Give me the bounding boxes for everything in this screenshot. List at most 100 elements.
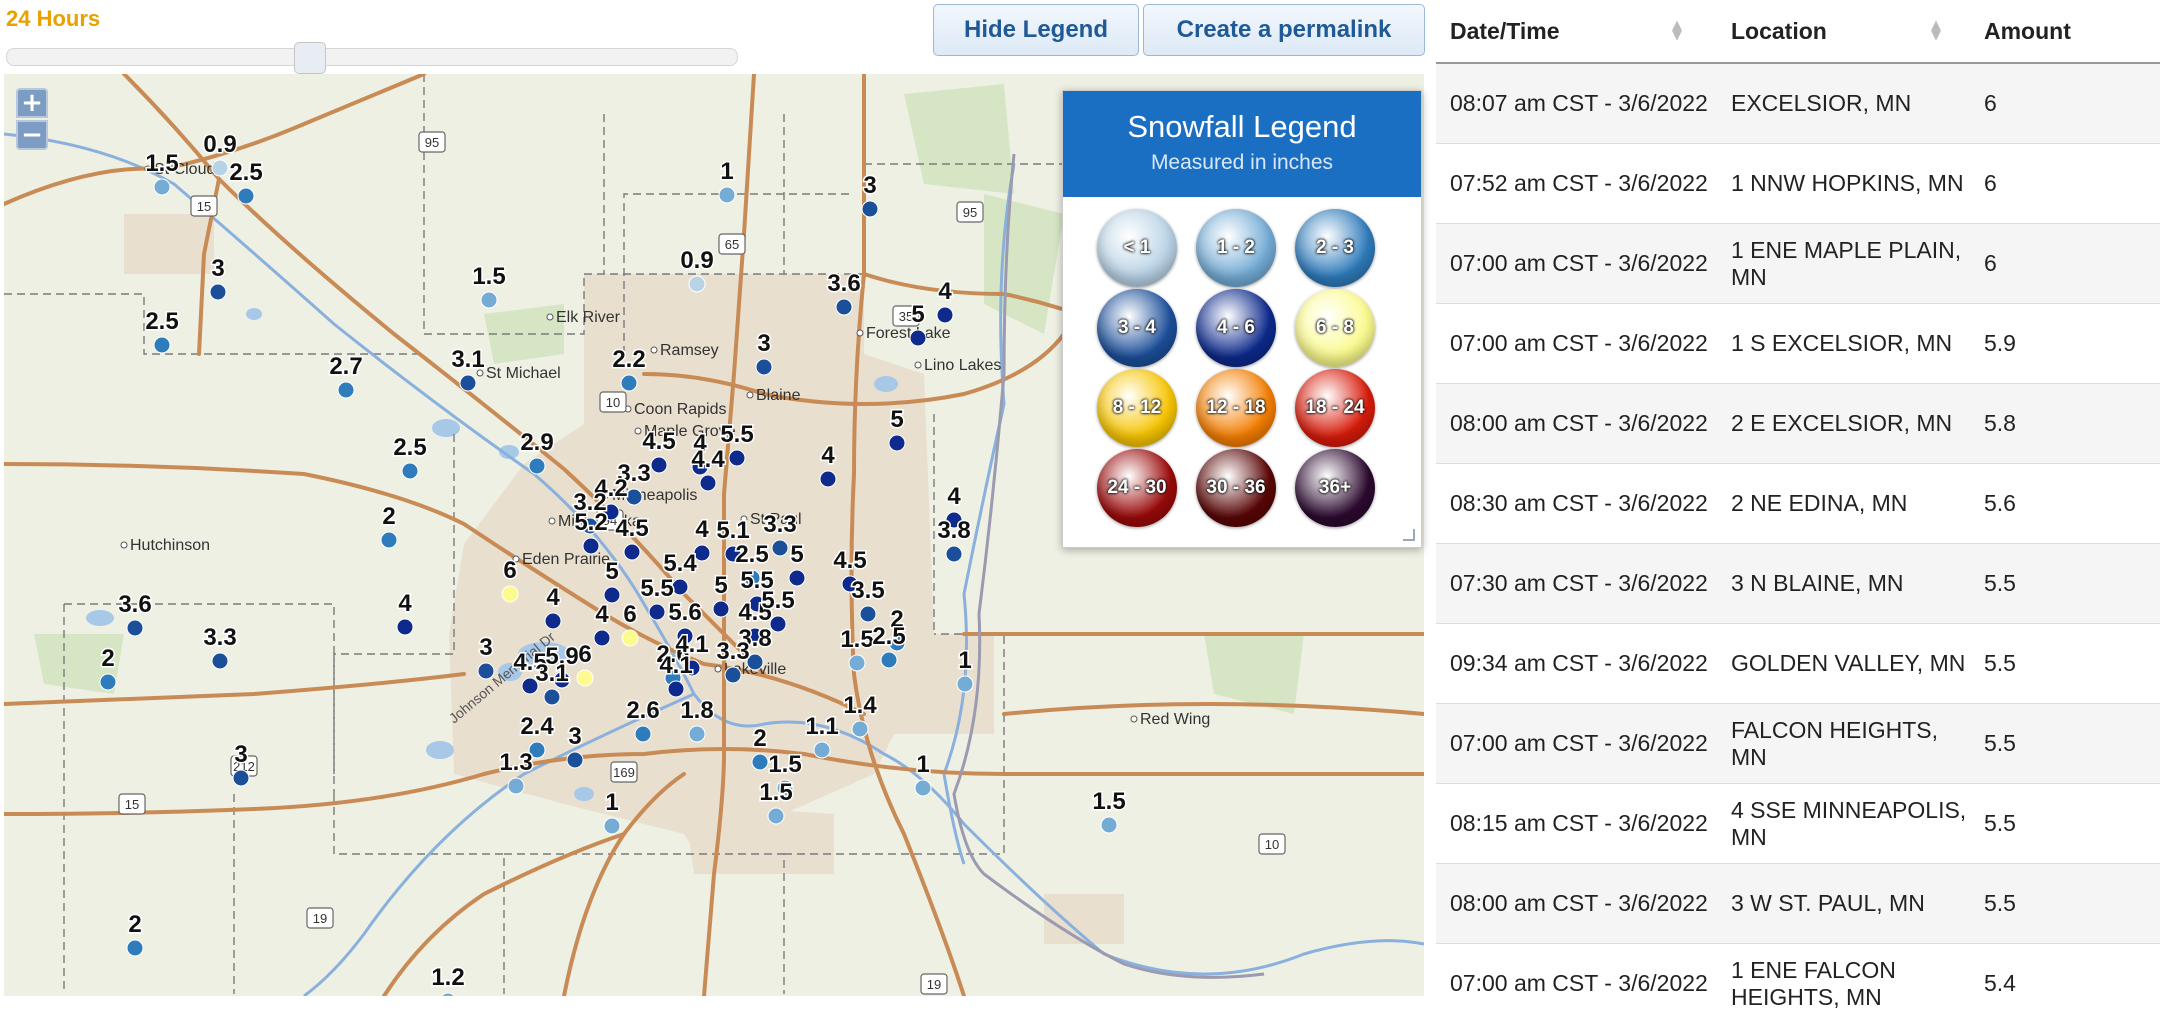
snowfall-report-marker[interactable] xyxy=(649,604,665,620)
snowfall-report-marker[interactable] xyxy=(508,778,524,794)
snowfall-report-marker[interactable] xyxy=(725,667,741,683)
snowfall-report-marker[interactable] xyxy=(233,770,249,786)
snowfall-report-marker[interactable] xyxy=(635,726,651,742)
snowfall-report-marker[interactable] xyxy=(594,630,610,646)
snowfall-report-marker[interactable] xyxy=(127,620,143,636)
zoom-out-button[interactable]: − xyxy=(16,120,48,150)
snowfall-report-marker[interactable] xyxy=(154,337,170,353)
snowfall-report-value: 5.5 xyxy=(640,575,673,602)
snowfall-report-marker[interactable] xyxy=(881,652,897,668)
snowfall-report-marker[interactable] xyxy=(814,742,830,758)
snowfall-report-marker[interactable] xyxy=(545,613,561,629)
snowfall-report-marker[interactable] xyxy=(478,663,494,679)
highway-shield: 15 xyxy=(191,196,217,216)
snowfall-report-marker[interactable] xyxy=(729,450,745,466)
snowfall-report-marker[interactable] xyxy=(889,435,905,451)
slider-handle[interactable] xyxy=(294,42,326,74)
snowfall-report-marker[interactable] xyxy=(937,307,953,323)
row-amount: 6 xyxy=(1972,63,2160,144)
snowfall-report-marker[interactable] xyxy=(127,940,143,956)
highway-shield-label: 19 xyxy=(313,911,327,926)
snowfall-report-marker[interactable] xyxy=(583,538,599,554)
snowfall-report-marker[interactable] xyxy=(770,616,786,632)
snowfall-report-marker[interactable] xyxy=(212,160,228,176)
highway-shield: 95 xyxy=(957,202,983,222)
snowfall-report-marker[interactable] xyxy=(212,653,228,669)
legend-class: 18 - 24 xyxy=(1295,369,1375,447)
snowfall-report-marker[interactable] xyxy=(567,752,583,768)
snowfall-report-marker[interactable] xyxy=(915,780,931,796)
snowfall-report-marker[interactable] xyxy=(860,606,876,622)
snowfall-report-marker[interactable] xyxy=(836,299,852,315)
row-amount: 5.5 xyxy=(1972,864,2160,944)
snowfall-report-marker[interactable] xyxy=(672,579,688,595)
snowfall-report-marker[interactable] xyxy=(238,188,254,204)
snowfall-report-marker[interactable] xyxy=(862,201,878,217)
snowfall-report-marker[interactable] xyxy=(481,292,497,308)
highway-shield: 10 xyxy=(1259,834,1285,854)
snowfall-report-marker[interactable] xyxy=(154,179,170,195)
snowfall-report-marker[interactable] xyxy=(621,375,637,391)
snowfall-report-value: 2.5 xyxy=(735,541,768,568)
header-datetime[interactable]: Date/Time▲▼ xyxy=(1436,0,1719,63)
snowfall-report-value: 2 xyxy=(753,725,766,752)
header-amount[interactable]: Amount▼ xyxy=(1972,0,2160,63)
snowfall-report-marker[interactable] xyxy=(529,458,545,474)
snowfall-report-marker[interactable] xyxy=(668,681,684,697)
row-amount: 5.5 xyxy=(1972,544,2160,624)
snowfall-report-marker[interactable] xyxy=(502,586,518,602)
snowfall-report-marker[interactable] xyxy=(397,619,413,635)
snowfall-report-marker[interactable] xyxy=(651,457,667,473)
hide-legend-button[interactable]: Hide Legend xyxy=(933,4,1139,56)
snowfall-report-marker[interactable] xyxy=(820,471,836,487)
snowfall-report-marker[interactable] xyxy=(577,670,593,686)
snowfall-report-marker[interactable] xyxy=(100,674,116,690)
time-slider[interactable] xyxy=(6,48,738,66)
snowfall-report-marker[interactable] xyxy=(544,689,560,705)
snowfall-report-marker[interactable] xyxy=(1101,817,1117,833)
snowfall-report-marker[interactable] xyxy=(752,754,768,770)
row-location: 2 E EXCELSIOR, MN xyxy=(1719,384,1972,464)
snowfall-report-marker[interactable] xyxy=(713,601,729,617)
snowfall-report-marker[interactable] xyxy=(849,655,865,671)
snowfall-report-marker[interactable] xyxy=(381,532,397,548)
snowfall-report-marker[interactable] xyxy=(626,489,642,505)
snowfall-report-marker[interactable] xyxy=(210,284,226,300)
snowfall-report-marker[interactable] xyxy=(604,818,620,834)
snowfall-report-marker[interactable] xyxy=(772,540,788,556)
table-header-row: Date/Time▲▼ Location▲▼ Amount▼ xyxy=(1436,0,2160,63)
snowfall-report-marker[interactable] xyxy=(689,726,705,742)
resize-handle-icon[interactable] xyxy=(1403,529,1415,541)
snowfall-report-marker[interactable] xyxy=(756,359,772,375)
header-location[interactable]: Location▲▼ xyxy=(1719,0,1972,63)
legend-class: 24 - 30 xyxy=(1097,449,1177,527)
snowfall-report-marker[interactable] xyxy=(768,808,784,824)
snowfall-report-marker[interactable] xyxy=(700,475,716,491)
snowfall-report-marker[interactable] xyxy=(624,544,640,560)
snowfall-report-marker[interactable] xyxy=(946,546,962,562)
snowfall-report-marker[interactable] xyxy=(852,721,868,737)
snowfall-report-marker[interactable] xyxy=(622,630,638,646)
snowfall-report-marker[interactable] xyxy=(460,375,476,391)
create-permalink-button[interactable]: Create a permalink xyxy=(1143,4,1425,56)
snowfall-report-marker[interactable] xyxy=(910,330,926,346)
snowfall-report-marker[interactable] xyxy=(957,676,973,692)
snowfall-report-marker[interactable] xyxy=(689,276,705,292)
snowfall-report-marker[interactable] xyxy=(402,463,418,479)
zoom-in-button[interactable]: + xyxy=(16,88,48,118)
snowfall-report-marker[interactable] xyxy=(719,187,735,203)
snowfall-report-marker[interactable] xyxy=(789,570,805,586)
snowfall-report-marker[interactable] xyxy=(338,382,354,398)
